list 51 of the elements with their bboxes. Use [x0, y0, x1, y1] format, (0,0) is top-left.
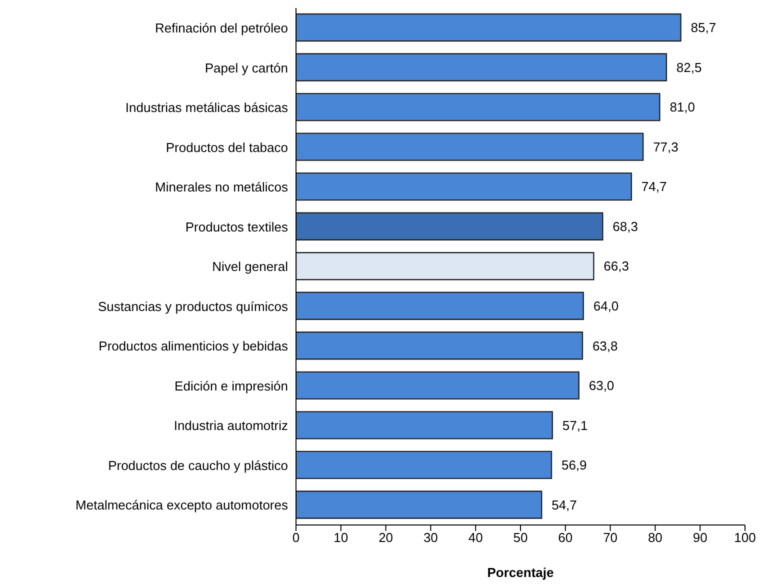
- x-tick-label: 50: [513, 530, 528, 546]
- bar: [296, 292, 584, 320]
- bar: [296, 212, 604, 240]
- x-tick-label: 20: [378, 530, 394, 546]
- y-tick-label: Productos alimenticios y bebidas: [98, 338, 288, 354]
- y-tick-label: Papel y cartón: [204, 60, 288, 76]
- data-label: 63,0: [588, 378, 614, 394]
- bar: [296, 53, 668, 82]
- data-label: 82,5: [676, 60, 702, 75]
- bar: [296, 371, 580, 400]
- bar: [296, 450, 552, 480]
- data-label: 68,3: [612, 218, 638, 234]
- y-tick-label: Industrias metálicas básicas: [125, 100, 288, 116]
- y-tick-label: Industria automotriz: [174, 418, 288, 434]
- bar: [296, 490, 542, 519]
- data-label: 66,3: [604, 258, 629, 274]
- data-label: 63,8: [592, 338, 618, 354]
- data-label: 85,7: [690, 20, 716, 36]
- y-tick-label: Metalmecánica excepto automotores: [76, 498, 288, 513]
- y-tick-label: Refinación del petróleo: [155, 20, 288, 36]
- data-label: 56,9: [561, 458, 587, 473]
- data-label: 57,1: [562, 418, 588, 433]
- y-tick-label: Edición e impresión: [174, 378, 288, 394]
- bar: [296, 13, 682, 42]
- y-tick-label: Productos textiles: [185, 219, 288, 234]
- data-label: 81,0: [670, 100, 696, 115]
- x-axis-title: Porcentaje: [487, 565, 554, 580]
- data-label: 74,7: [641, 179, 667, 194]
- x-tick-label: 70: [603, 530, 618, 546]
- data-label: 54,7: [552, 497, 577, 512]
- y-tick-label: Productos del tabaco: [166, 140, 288, 155]
- y-tick-label: Minerales no metálicos: [155, 180, 288, 195]
- x-tick-label: 30: [423, 530, 438, 546]
- data-label: 64,0: [593, 298, 619, 314]
- y-tick-label: Nivel general: [212, 259, 288, 274]
- y-tick-label: Productos de caucho y plástico: [108, 458, 288, 473]
- bar: [296, 92, 660, 122]
- x-tick-label: 0: [292, 530, 300, 546]
- bar: [296, 132, 644, 161]
- x-tick-label: 100: [734, 530, 756, 546]
- x-tick-label: 90: [692, 530, 708, 546]
- bar: [296, 172, 632, 201]
- x-tick-label: 40: [468, 530, 483, 546]
- x-tick-label: 10: [334, 530, 348, 546]
- data-label: 77,3: [653, 139, 678, 154]
- bar: [296, 411, 553, 440]
- x-tick-label: 80: [648, 530, 662, 546]
- y-tick-label: Sustancias y productos químicos: [98, 298, 288, 314]
- bar: [296, 252, 594, 280]
- bar: [296, 332, 584, 360]
- x-tick-label: 60: [558, 530, 573, 546]
